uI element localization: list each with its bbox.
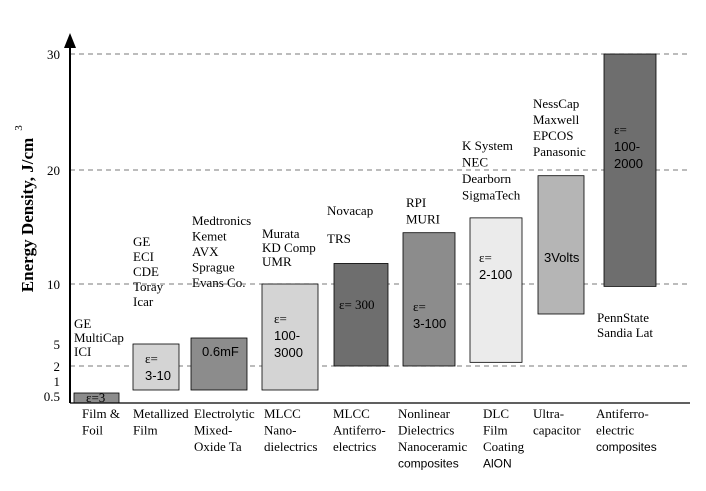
x-category-label: Metallized (133, 406, 189, 421)
x-category-label: Nonlinear (398, 406, 451, 421)
manufacturer-label: Icar (133, 294, 154, 309)
manufacturer-label: TRS (327, 231, 351, 246)
y-tick-label: 10 (47, 277, 60, 292)
manufacturer-label: ICI (74, 344, 91, 359)
manufacturer-label: UMR (262, 254, 292, 269)
x-category-label: Nanoceramic (398, 439, 468, 454)
y-tick-label: 0.5 (44, 389, 60, 404)
x-category-label: Foil (82, 423, 103, 438)
bar-value-label: 100- (614, 139, 640, 154)
y-tick-label: 5 (54, 337, 61, 352)
bar-value-label: ε= (274, 311, 287, 326)
manufacturer-label: Toray (133, 279, 164, 294)
x-category-label: Oxide Ta (194, 439, 242, 454)
x-category-label: Dielectrics (398, 423, 454, 438)
bar-value-label: 3-100 (413, 316, 446, 331)
manufacturer-label: Kemet (192, 229, 227, 244)
x-category-label: DLC (483, 406, 509, 421)
manufacturer-label: ECI (133, 249, 154, 264)
bar-value-label: ε= (413, 299, 426, 314)
bar (469, 217, 523, 363)
bar-value-label: 100- (274, 328, 300, 343)
x-category-label: Film & (82, 406, 120, 421)
manufacturer-label: GE (74, 316, 91, 331)
manufacturer-label: RPI (406, 195, 426, 210)
manufacturer-label: K System (462, 138, 513, 153)
manufacturer-label: NEC (462, 155, 488, 170)
bar-value-label: 3-10 (145, 368, 171, 383)
x-category-label: electrics (333, 439, 376, 454)
x-category-label: Mixed- (194, 423, 232, 438)
bar-value-label: 3Volts (544, 250, 580, 265)
y-tick-label: 2 (54, 359, 61, 374)
manufacturer-label: GE (133, 234, 150, 249)
bar-value-label: 0.6mF (202, 344, 239, 359)
x-category-label: AlON (483, 457, 512, 471)
x-category-label: Nano- (264, 423, 297, 438)
bar-value-label: ε= (614, 122, 627, 137)
x-category-label: Film (133, 423, 158, 438)
manufacturer-label: EPCOS (533, 128, 573, 143)
bar (402, 232, 456, 367)
y-tick-label: 20 (47, 163, 60, 178)
bar-value-label: ε= 300 (339, 297, 375, 312)
manufacturer-label: MURI (406, 212, 440, 227)
y-axis-arrow-icon (64, 33, 76, 48)
bar (261, 283, 319, 391)
y-axis-label-superscript: 3 (13, 125, 25, 131)
x-category-label: Film (483, 423, 508, 438)
y-tick-label: 30 (47, 47, 60, 62)
x-category-label: capacitor (533, 423, 581, 438)
bar (537, 175, 585, 315)
x-category-label: Antiferro- (333, 423, 386, 438)
x-category-label: composites (596, 440, 657, 454)
bar (603, 53, 657, 287)
x-category-label: Ultra- (533, 406, 564, 421)
bar-value-label: ε= (145, 351, 158, 366)
bar (333, 263, 389, 367)
bar-value-label: 2-100 (479, 267, 512, 282)
x-category-label: dielectrics (264, 439, 317, 454)
x-category-label: electric (596, 423, 634, 438)
bar-value-label: 3000 (274, 345, 303, 360)
manufacturer-label: CDE (133, 264, 159, 279)
y-tick-label: 1 (54, 374, 61, 389)
manufacturer-label: SigmaTech (462, 188, 521, 203)
manufacturer-label: Novacap (327, 203, 373, 218)
x-category-label: Antiferro- (596, 406, 649, 421)
x-category-label: MLCC (333, 406, 370, 421)
bar (132, 343, 180, 391)
y-axis-label: Energy Density, J/cm (18, 138, 37, 292)
manufacturer-label: KD Comp (262, 240, 316, 255)
x-category-label: Coating (483, 439, 525, 454)
bar (190, 337, 248, 391)
manufacturer-label: Medtronics (192, 213, 251, 228)
manufacturer-label: AVX (192, 244, 219, 259)
manufacturer-label: Maxwell (533, 112, 580, 127)
manufacturer-label: MultiCap (74, 330, 124, 345)
bar-value-label: ε=3 (86, 390, 105, 405)
manufacturer-label: PennState (597, 310, 649, 325)
bar-value-label: 2000 (614, 156, 643, 171)
manufacturer-label: Dearborn (462, 171, 512, 186)
manufacturer-label: NessCap (533, 96, 579, 111)
x-category-label: composites (398, 457, 459, 471)
manufacturer-label: Evans Co. (192, 275, 245, 290)
bar-value-label: ε= (479, 250, 492, 265)
manufacturer-label: Sprague (192, 260, 235, 275)
manufacturer-label: Murata (262, 226, 300, 241)
manufacturer-label: Panasonic (533, 144, 586, 159)
x-category-label: MLCC (264, 406, 301, 421)
manufacturer-label: Sandia Lat (597, 325, 653, 340)
x-category-label: Electrolytic (194, 406, 255, 421)
